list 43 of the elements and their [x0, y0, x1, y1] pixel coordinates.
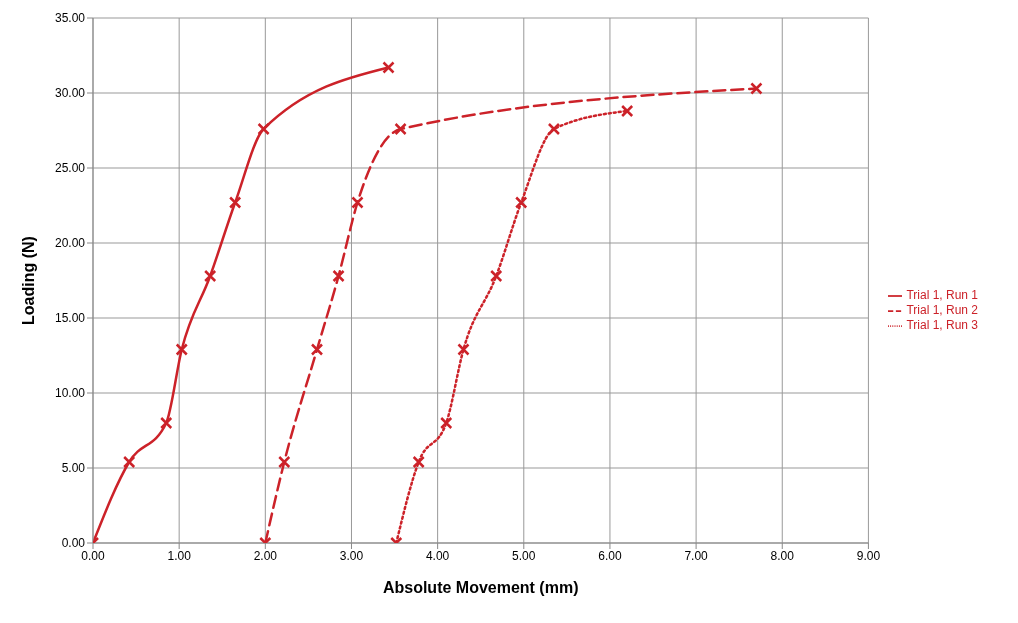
y-tick-label: 30.00	[54, 86, 86, 101]
point	[457, 343, 470, 356]
x-axis-title: Absolute Movement (mm)	[382, 579, 579, 596]
point	[228, 196, 242, 209]
point	[351, 196, 364, 209]
x-tick-label: 6.00	[598, 548, 622, 563]
point	[382, 61, 395, 74]
point	[439, 416, 453, 430]
y-axis-title: Loading (N)	[19, 236, 37, 325]
legend-label: Trial 1, Run 1	[906, 288, 978, 303]
point	[750, 82, 763, 95]
x-tick-label: 3.00	[339, 548, 364, 563]
point	[278, 455, 291, 469]
point	[547, 122, 561, 136]
point	[257, 122, 270, 136]
y-tick-label: 15.00	[54, 311, 86, 326]
legend-label: Trial 1, Run 3	[906, 317, 978, 332]
x-tick-label: 0.00	[81, 548, 105, 563]
x-tick-label: 7.00	[684, 548, 709, 563]
point	[159, 416, 173, 430]
point	[620, 104, 634, 118]
x-tick-label: 1.00	[167, 548, 192, 563]
y-tick-label: 25.00	[54, 161, 86, 176]
point	[310, 343, 324, 356]
point	[514, 196, 528, 209]
point	[412, 455, 425, 469]
y-tick-label: 5.00	[61, 461, 86, 476]
y-tick-label: 20.00	[54, 236, 86, 251]
x-tick-label: 5.00	[512, 548, 536, 563]
point	[122, 455, 136, 469]
y-tick-label: 0.00	[61, 536, 86, 551]
x-tick-label: 8.00	[770, 548, 795, 563]
point	[489, 269, 503, 283]
point	[332, 269, 345, 283]
point	[203, 269, 217, 283]
y-tick-label: 35.00	[54, 11, 86, 26]
x-tick-label: 4.00	[425, 548, 450, 563]
x-tick-label: 9.00	[856, 548, 881, 563]
point	[394, 122, 407, 136]
x-tick-label: 2.00	[253, 548, 278, 563]
y-tick-label: 10.00	[54, 386, 86, 401]
legend-label: Trial 1, Run 2	[906, 303, 978, 318]
point	[175, 343, 188, 356]
